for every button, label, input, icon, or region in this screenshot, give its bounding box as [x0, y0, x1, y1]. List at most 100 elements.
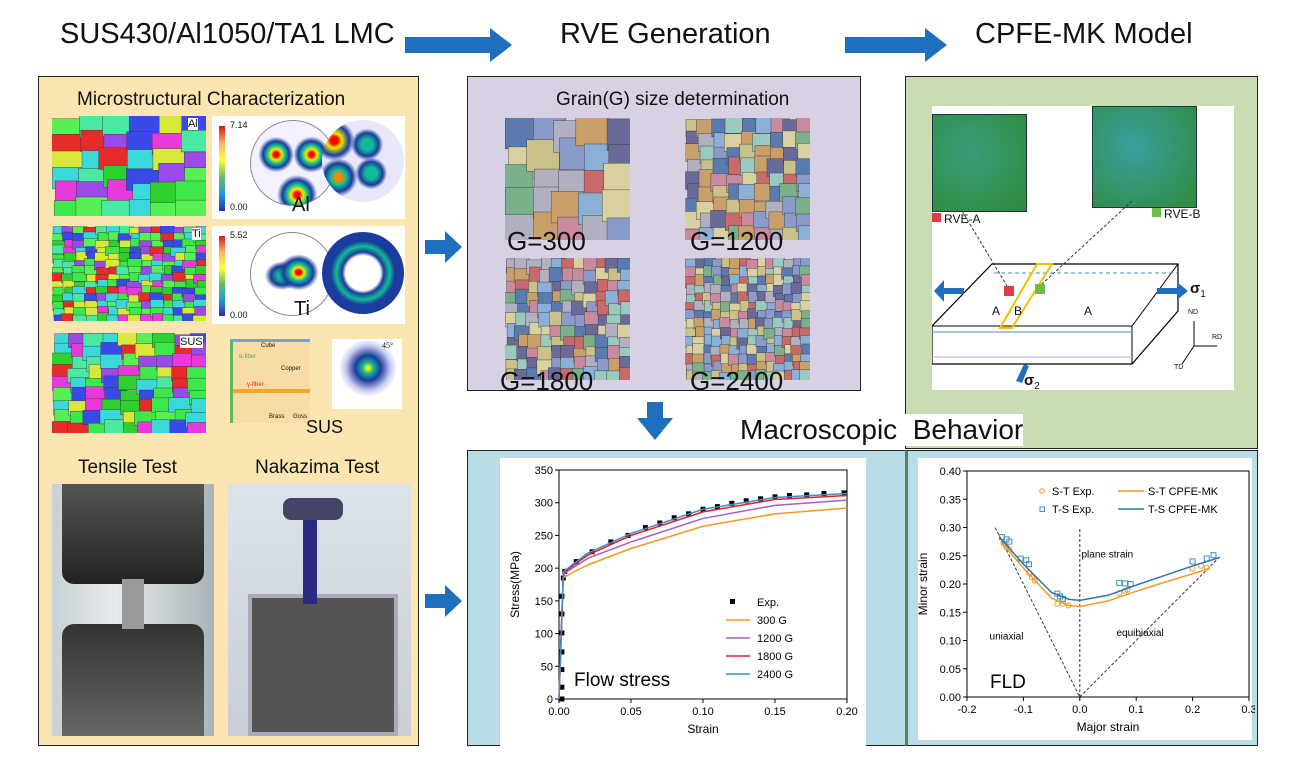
fld-chart: -0.2 -0.1 0.0 0.1 0.2 0.3 0.00 0.05 0.10 0.15 0.20…	[916, 466, 1255, 734]
x-tick-label: 0.10	[692, 706, 713, 718]
arrow-down-icon	[637, 402, 673, 440]
sigma-subscript: 1	[1200, 289, 1206, 300]
pole-figure-circle	[250, 120, 336, 206]
sigma2-label: σ2	[1024, 372, 1040, 392]
grain-label: G=1200	[690, 226, 784, 256]
zone-b-label: B	[1014, 304, 1023, 318]
data-point-exp-	[786, 493, 792, 499]
y-tick-label: 0.05	[940, 664, 961, 676]
x-tick-label: 0.1	[1129, 704, 1144, 716]
nakazima-test-title: Nakazima Test	[255, 457, 380, 478]
y-tick-label: 150	[535, 596, 553, 608]
data-point-t-s-exp-	[1189, 558, 1196, 565]
chart-title: FLD	[990, 672, 1026, 693]
data-point-exp-	[642, 525, 648, 531]
axis-td: TD	[1174, 364, 1184, 371]
odf-label-gamma-fiber: γ-fiber	[247, 382, 264, 388]
data-point-exp-	[729, 500, 735, 506]
x-tick-label: 0.15	[764, 706, 785, 718]
data-point-t-s-exp-	[1121, 580, 1128, 587]
data-point-exp-	[559, 696, 565, 702]
pole-figure-circle	[322, 232, 404, 314]
colorbar-max: 7.14	[230, 120, 248, 130]
y-tick-label: 0.30	[940, 523, 961, 535]
colorbar-min: 0.00	[230, 202, 248, 212]
y-tick-label: 300	[535, 498, 553, 510]
x-tick-label: 0.00	[548, 706, 569, 718]
zone-a-label: A	[992, 304, 1001, 318]
x-tick-label: -0.2	[958, 704, 977, 716]
arrow-right-icon	[405, 28, 512, 62]
y-tick-label: 200	[535, 563, 553, 575]
ebsd-label-al: Al	[188, 118, 198, 130]
arrow-right-icon	[425, 585, 462, 617]
x-tick-label: -0.1	[1014, 704, 1033, 716]
data-point-t-s-exp-	[1116, 579, 1123, 586]
pole-figure-label: Ti	[294, 298, 310, 320]
sigma-subscript: 2	[1034, 381, 1040, 392]
legend-label-t-s-exp-: T-S Exp.	[1052, 504, 1094, 516]
rve-a-label: RVE-A	[944, 212, 981, 226]
grain-size-title: Grain(G) size determination	[556, 89, 790, 110]
ebsd-label-ti: Ti	[192, 228, 201, 240]
legend-marker-s-t-exp-	[1039, 488, 1045, 494]
axis-rd: RD	[1212, 334, 1223, 341]
odf-label-brass: Brass	[269, 414, 285, 420]
legend-marker-exp-	[730, 599, 735, 604]
y-tick-label: 0.00	[940, 692, 961, 704]
pole-figure-circle	[322, 120, 404, 202]
data-point-t-s-exp-	[1026, 561, 1033, 568]
legend-marker-t-s-exp-	[1039, 506, 1045, 512]
plot-frame	[558, 469, 848, 700]
colorbar	[219, 236, 225, 316]
legend-label-1200-g: 1200 G	[757, 633, 793, 645]
rve-cube-g1200	[685, 118, 810, 240]
y-tick-label: 250	[535, 530, 553, 542]
colorbar	[219, 126, 225, 211]
microstructure-title: Microstructural Characterization	[77, 89, 346, 110]
annotation-equibiaxial: equibiaxial	[1116, 628, 1163, 639]
mk-model-schematic: RVE-A RVE-B A B A σ1 σ2 ND RD TD	[932, 106, 1234, 392]
nakazima-test-photo	[228, 484, 411, 736]
x-tick-label: 0.3	[1241, 704, 1255, 716]
odf-sus: Cube Copper Brass Goss α-fiber γ-fiber 4…	[222, 333, 407, 437]
colorbar-min: 0.00	[230, 310, 248, 320]
odf-label-goss: Goss	[293, 414, 308, 420]
axis-nd: ND	[1188, 309, 1199, 316]
sheet-schematic	[932, 200, 1217, 383]
rve-cube-g300	[505, 118, 630, 240]
series-line-t-s-cpfe-mk	[1000, 538, 1219, 602]
pole-figure-circle	[250, 232, 334, 316]
data-point-exp-	[821, 491, 827, 497]
data-point-exp-	[804, 492, 810, 498]
legend-label-t-s-cpfe-mk: T-S CPFE-MK	[1148, 504, 1218, 516]
data-point-t-s-exp-	[1006, 538, 1013, 545]
step-title-lmc: SUS430/Al1050/TA1 LMC	[60, 18, 395, 50]
y-axis-label: Minor strain	[916, 553, 930, 616]
pole-figure-label: Al	[292, 194, 310, 216]
y-tick-label: 0.15	[940, 607, 961, 619]
y-tick-label: 350	[535, 465, 553, 477]
data-point-exp-	[559, 667, 565, 673]
legend-label-2400-g: 2400 G	[757, 669, 793, 681]
y-tick-label: 0.25	[940, 551, 961, 563]
odf-heatmap	[338, 341, 398, 401]
ebsd-map-sus	[52, 333, 206, 433]
x-tick-label: 0.05	[620, 706, 641, 718]
arrow-right-icon	[425, 231, 462, 263]
sigma-symbol: σ	[1024, 372, 1035, 389]
chart-title: Flow stress	[574, 670, 670, 691]
rve-cube-g1800	[505, 258, 630, 380]
ebsd-label-sus: SUS	[180, 336, 203, 348]
odf-label-alpha-fiber: α-fiber	[239, 354, 257, 360]
rve-cube-g2400	[685, 258, 810, 380]
series-line-2400-g	[558, 492, 848, 700]
y-tick-label: 50	[541, 661, 553, 673]
step-title-rve: RVE Generation	[560, 18, 771, 50]
grain-label: G=300	[507, 226, 586, 256]
odf-label: SUS	[306, 417, 344, 437]
y-tick-label: 0.40	[940, 466, 961, 478]
data-point-t-s-exp-	[1210, 552, 1217, 559]
x-axis-label: Strain	[687, 722, 718, 736]
step-title-cpfe: CPFE-MK Model	[975, 18, 1193, 50]
